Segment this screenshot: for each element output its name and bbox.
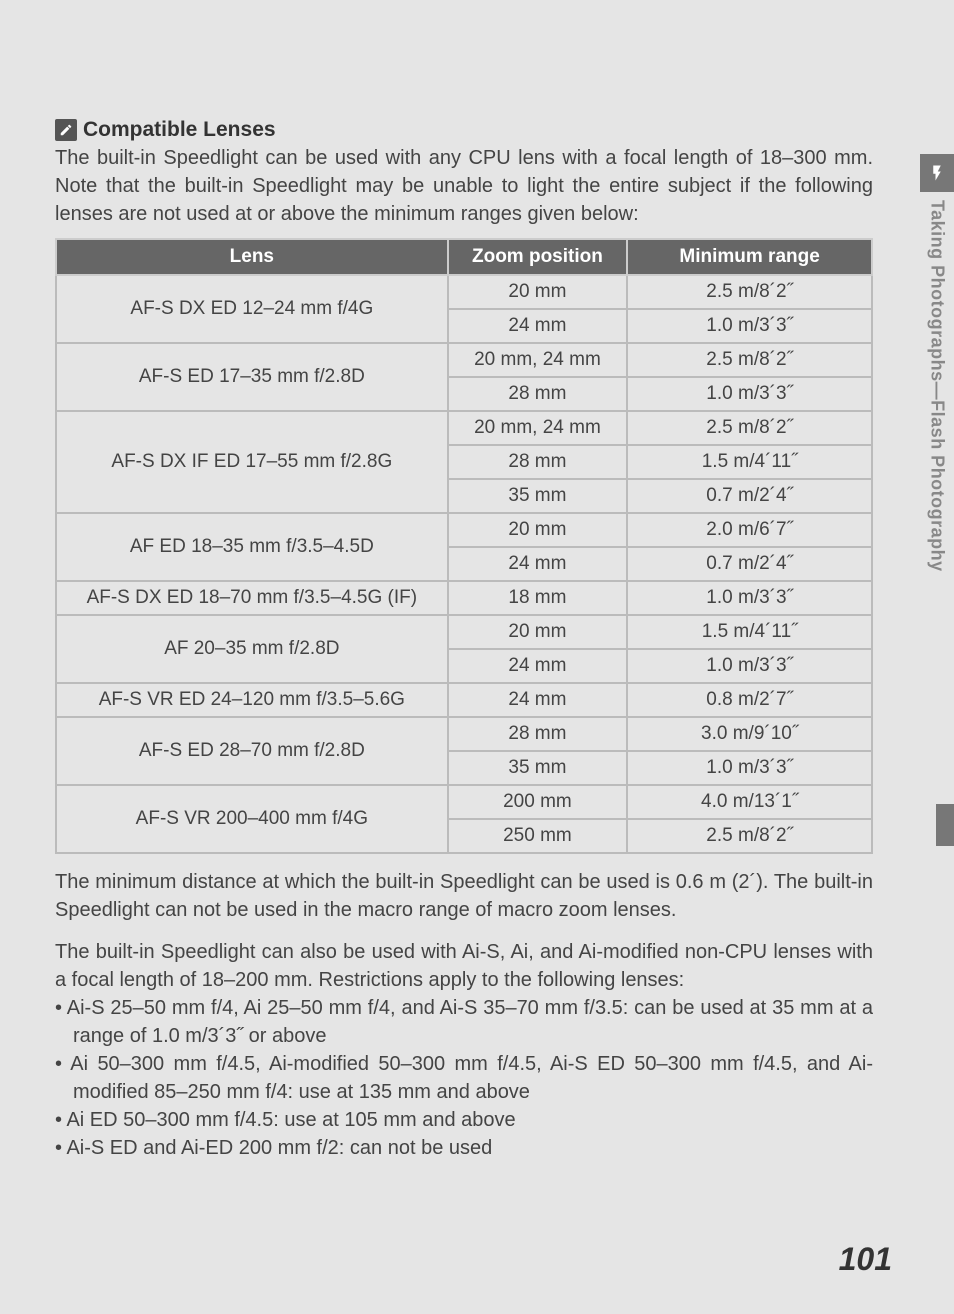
cell-range: 2.5 m/8´2˝: [627, 275, 872, 309]
cell-lens: AF-S DX ED 18–70 mm f/3.5–4.5G (IF): [56, 581, 448, 615]
page-number: 101: [839, 1241, 892, 1278]
cell-lens: AF-S VR ED 24–120 mm f/3.5–5.6G: [56, 683, 448, 717]
list-item: Ai 50–300 mm f/4.5, Ai-modified 50–300 m…: [55, 1050, 873, 1106]
flash-icon: [920, 154, 954, 192]
cell-zoom: 250 mm: [448, 819, 628, 853]
cell-range: 2.5 m/8´2˝: [627, 819, 872, 853]
table-row: AF ED 18–35 mm f/3.5–4.5D20 mm2.0 m/6´7˝: [56, 513, 872, 547]
cell-zoom: 20 mm: [448, 275, 628, 309]
side-marker: [936, 804, 954, 846]
cell-zoom: 24 mm: [448, 309, 628, 343]
table-row: AF-S DX IF ED 17–55 mm f/2.8G20 mm, 24 m…: [56, 411, 872, 445]
intro-paragraph: The built-in Speedlight can be used with…: [55, 144, 873, 228]
section-title-row: Compatible Lenses: [55, 118, 873, 142]
cell-zoom: 28 mm: [448, 445, 628, 479]
table-header-row: Lens Zoom position Minimum range: [56, 239, 872, 275]
restriction-list: Ai-S 25–50 mm f/4, Ai 25–50 mm f/4, and …: [55, 994, 873, 1162]
th-lens: Lens: [56, 239, 448, 275]
cell-lens: AF-S DX IF ED 17–55 mm f/2.8G: [56, 411, 448, 513]
side-tab-label: Taking Photographs—Flash Photography: [927, 194, 948, 572]
lens-table: Lens Zoom position Minimum range AF-S DX…: [55, 238, 873, 854]
table-row: AF-S ED 17–35 mm f/2.8D20 mm, 24 mm2.5 m…: [56, 343, 872, 377]
cell-range: 1.0 m/3´3˝: [627, 751, 872, 785]
cell-range: 4.0 m/13´1˝: [627, 785, 872, 819]
cell-range: 2.5 m/8´2˝: [627, 343, 872, 377]
cell-range: 1.0 m/3´3˝: [627, 649, 872, 683]
cell-zoom: 20 mm: [448, 513, 628, 547]
page-content: Compatible Lenses The built-in Speedligh…: [55, 118, 873, 1162]
cell-lens: AF-S VR 200–400 mm f/4G: [56, 785, 448, 853]
cell-zoom: 24 mm: [448, 547, 628, 581]
cell-range: 1.0 m/3´3˝: [627, 581, 872, 615]
cell-range: 0.8 m/2´7˝: [627, 683, 872, 717]
cell-lens: AF ED 18–35 mm f/3.5–4.5D: [56, 513, 448, 581]
cell-range: 1.0 m/3´3˝: [627, 309, 872, 343]
side-tab: Taking Photographs—Flash Photography: [920, 154, 954, 572]
list-item: Ai ED 50–300 mm f/4.5: use at 105 mm and…: [55, 1106, 873, 1134]
cell-range: 1.0 m/3´3˝: [627, 377, 872, 411]
cell-lens: AF-S ED 28–70 mm f/2.8D: [56, 717, 448, 785]
cell-range: 2.5 m/8´2˝: [627, 411, 872, 445]
cell-zoom: 24 mm: [448, 649, 628, 683]
cell-range: 1.5 m/4´11˝: [627, 615, 872, 649]
table-row: AF-S ED 28–70 mm f/2.8D28 mm3.0 m/9´10˝: [56, 717, 872, 751]
cell-lens: AF-S DX ED 12–24 mm f/4G: [56, 275, 448, 343]
cell-lens: AF 20–35 mm f/2.8D: [56, 615, 448, 683]
th-range: Minimum range: [627, 239, 872, 275]
table-row: AF-S DX ED 18–70 mm f/3.5–4.5G (IF)18 mm…: [56, 581, 872, 615]
cell-zoom: 20 mm: [448, 615, 628, 649]
table-row: AF-S DX ED 12–24 mm f/4G20 mm2.5 m/8´2˝: [56, 275, 872, 309]
cell-zoom: 18 mm: [448, 581, 628, 615]
table-row: AF-S VR 200–400 mm f/4G200 mm4.0 m/13´1˝: [56, 785, 872, 819]
th-zoom: Zoom position: [448, 239, 628, 275]
pencil-icon: [55, 119, 77, 141]
cell-zoom: 28 mm: [448, 717, 628, 751]
cell-range: 2.0 m/6´7˝: [627, 513, 872, 547]
cell-range: 1.5 m/4´11˝: [627, 445, 872, 479]
cell-range: 3.0 m/9´10˝: [627, 717, 872, 751]
cell-zoom: 20 mm, 24 mm: [448, 343, 628, 377]
cell-zoom: 20 mm, 24 mm: [448, 411, 628, 445]
list-item: Ai-S ED and Ai-ED 200 mm f/2: can not be…: [55, 1134, 873, 1162]
cell-range: 0.7 m/2´4˝: [627, 547, 872, 581]
cell-range: 0.7 m/2´4˝: [627, 479, 872, 513]
section-title: Compatible Lenses: [83, 118, 276, 142]
cell-zoom: 35 mm: [448, 479, 628, 513]
cell-zoom: 28 mm: [448, 377, 628, 411]
table-row: AF 20–35 mm f/2.8D20 mm1.5 m/4´11˝: [56, 615, 872, 649]
cell-zoom: 200 mm: [448, 785, 628, 819]
list-item: Ai-S 25–50 mm f/4, Ai 25–50 mm f/4, and …: [55, 994, 873, 1050]
cell-zoom: 24 mm: [448, 683, 628, 717]
cell-lens: AF-S ED 17–35 mm f/2.8D: [56, 343, 448, 411]
after-table-paragraph: The minimum distance at which the built-…: [55, 868, 873, 924]
noncpu-intro: The built-in Speedlight can also be used…: [55, 938, 873, 994]
table-row: AF-S VR ED 24–120 mm f/3.5–5.6G24 mm0.8 …: [56, 683, 872, 717]
cell-zoom: 35 mm: [448, 751, 628, 785]
